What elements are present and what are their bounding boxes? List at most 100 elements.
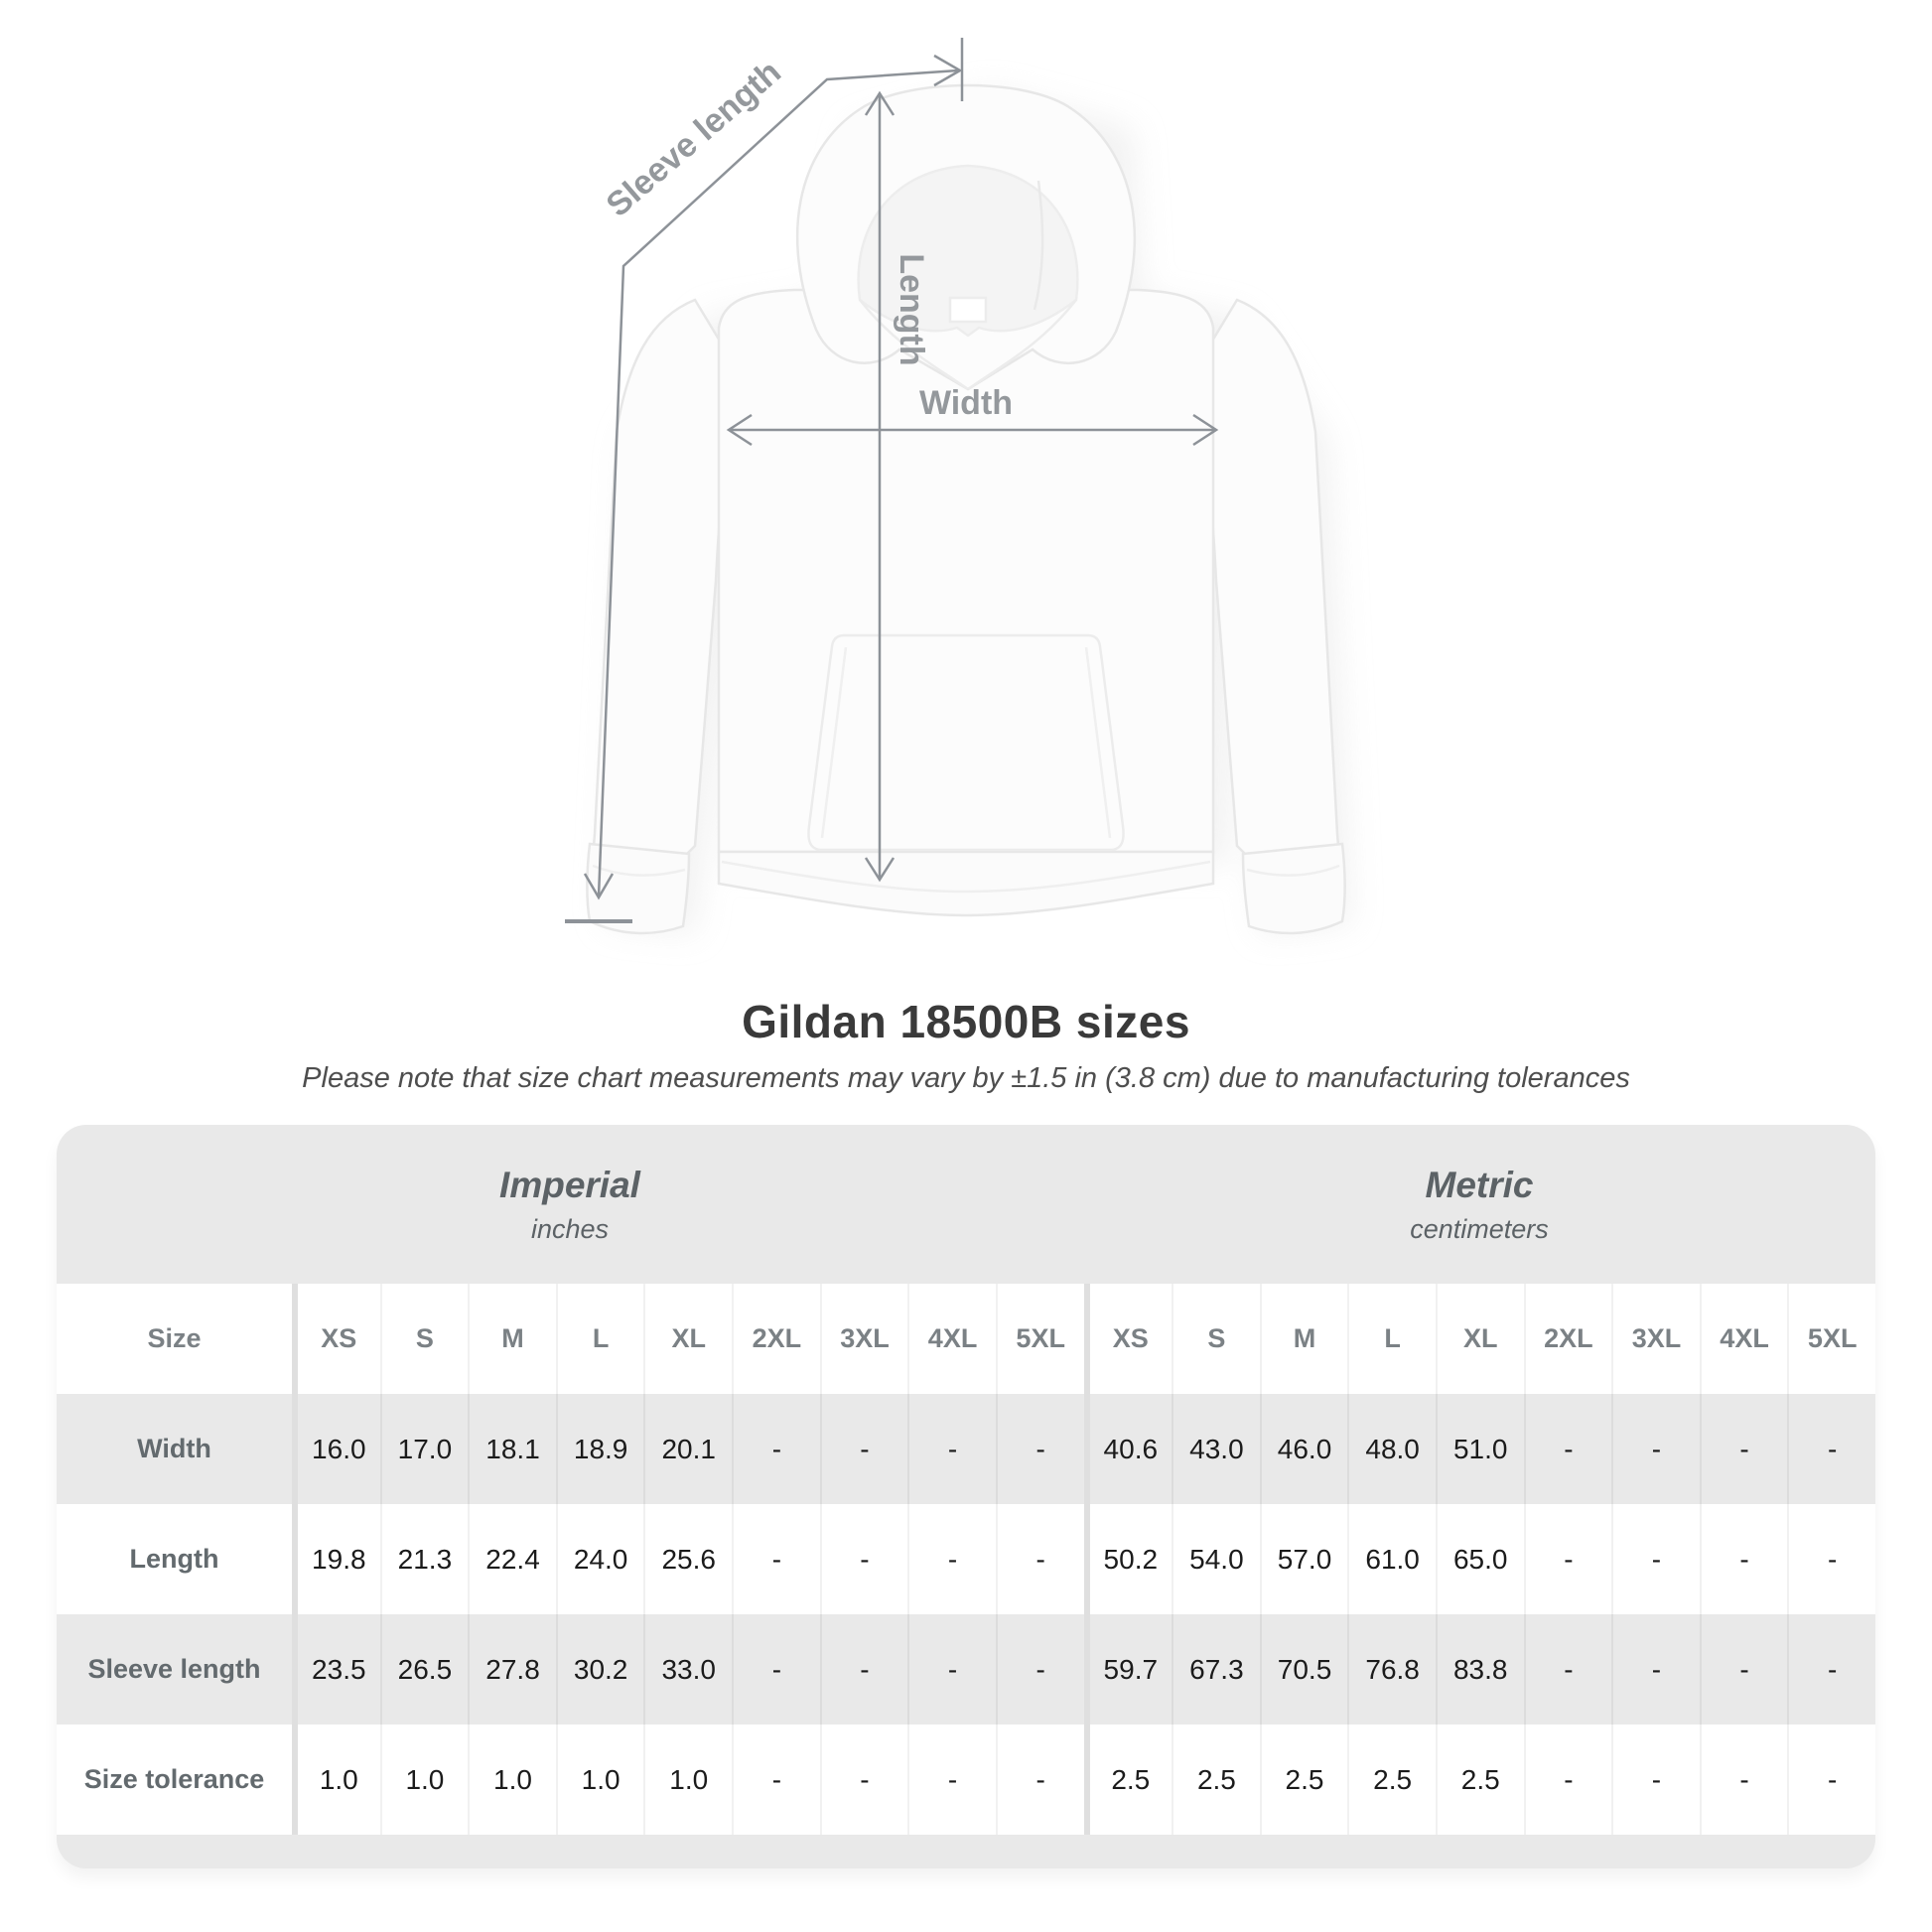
cell-metric-sleeve-length-5xl: - — [1787, 1614, 1875, 1725]
cell-metric-width-4xl: - — [1699, 1394, 1788, 1504]
cell-metric-length-4xl: - — [1699, 1504, 1788, 1614]
size-header-metric-4xl: 4XL — [1699, 1284, 1788, 1394]
hoodie-hood-inner — [857, 164, 1079, 338]
size-header-imperial-2xl: 2XL — [732, 1284, 820, 1394]
hoodie-diagram-svg: Sleeve length Length Width — [565, 38, 1350, 935]
cell-metric-size-tolerance-xs: 2.5 — [1083, 1725, 1173, 1835]
cell-imperial-size-tolerance-2xl: - — [732, 1725, 820, 1835]
cell-metric-size-tolerance-m: 2.5 — [1259, 1725, 1348, 1835]
cell-metric-width-xs: 40.6 — [1083, 1394, 1173, 1504]
cell-metric-sleeve-length-2xl: - — [1523, 1614, 1612, 1725]
length-arrow — [864, 90, 896, 883]
cell-metric-sleeve-length-l: 76.8 — [1347, 1614, 1436, 1725]
cell-imperial-sleeve-length-m: 27.8 — [468, 1614, 556, 1725]
width-label: Width — [919, 384, 1013, 422]
cell-metric-sleeve-length-s: 67.3 — [1172, 1614, 1260, 1725]
unit-group-imperial: Imperial inches — [57, 1125, 1083, 1284]
sleeve-length-arrow — [565, 38, 964, 923]
size-header-imperial-4xl: 4XL — [907, 1284, 996, 1394]
cell-metric-sleeve-length-3xl: - — [1611, 1614, 1700, 1725]
cell-imperial-sleeve-length-2xl: - — [732, 1614, 820, 1725]
size-header-imperial-xl: XL — [643, 1284, 733, 1394]
cell-metric-length-xl: 65.0 — [1435, 1504, 1524, 1614]
row-label-width: Width — [57, 1394, 292, 1504]
cell-imperial-width-5xl: - — [995, 1394, 1084, 1504]
measurement-arrows — [565, 38, 1219, 923]
size-header-metric-s: S — [1172, 1284, 1260, 1394]
size-table-grid: Size XS S M L XL 2XL 3XL 4XL 5XL XS S M L XL 2XL 3XL 4XL 5… — [57, 1284, 1875, 1835]
hoodie-right-cuff — [1241, 842, 1346, 935]
width-arrow — [726, 413, 1219, 447]
size-header-metric-2xl: 2XL — [1523, 1284, 1612, 1394]
cell-metric-width-xl: 51.0 — [1435, 1394, 1524, 1504]
cell-metric-width-2xl: - — [1523, 1394, 1612, 1504]
size-header-imperial-s: S — [379, 1284, 469, 1394]
unit-sub-metric: centimeters — [1410, 1213, 1549, 1244]
cell-metric-size-tolerance-l: 2.5 — [1347, 1725, 1436, 1835]
cell-imperial-length-5xl: - — [995, 1504, 1084, 1614]
cell-metric-sleeve-length-xl: 83.8 — [1435, 1614, 1524, 1725]
cell-imperial-length-m: 22.4 — [468, 1504, 556, 1614]
cell-imperial-sleeve-length-3xl: - — [819, 1614, 908, 1725]
cell-metric-size-tolerance-s: 2.5 — [1172, 1725, 1260, 1835]
unit-group-metric: Metric centimeters — [1083, 1125, 1875, 1284]
cell-metric-size-tolerance-3xl: - — [1611, 1725, 1700, 1835]
hoodie-hem — [717, 850, 1215, 917]
cell-imperial-sleeve-length-l: 30.2 — [555, 1614, 644, 1725]
size-header-imperial-l: L — [555, 1284, 644, 1394]
cell-metric-size-tolerance-2xl: - — [1523, 1725, 1612, 1835]
size-header-metric-l: L — [1347, 1284, 1436, 1394]
cell-imperial-width-l: 18.9 — [555, 1394, 644, 1504]
tolerance-note: Please note that size chart measurements… — [302, 1062, 1630, 1094]
row-label-length: Length — [57, 1504, 292, 1614]
cell-imperial-width-s: 17.0 — [379, 1394, 469, 1504]
cell-metric-width-5xl: - — [1787, 1394, 1875, 1504]
cell-metric-sleeve-length-m: 70.5 — [1259, 1614, 1348, 1725]
row-label-size-tolerance: Size tolerance — [57, 1725, 292, 1835]
cell-imperial-width-m: 18.1 — [468, 1394, 556, 1504]
cell-imperial-length-xl: 25.6 — [643, 1504, 733, 1614]
cell-imperial-size-tolerance-xl: 1.0 — [643, 1725, 733, 1835]
cell-imperial-length-xs: 19.8 — [292, 1504, 380, 1614]
row-label-sleeve-length: Sleeve length — [57, 1614, 292, 1725]
cell-imperial-size-tolerance-s: 1.0 — [379, 1725, 469, 1835]
hoodie-left-sleeve — [592, 298, 736, 856]
cell-imperial-length-s: 21.3 — [379, 1504, 469, 1614]
cell-imperial-width-xl: 20.1 — [643, 1394, 733, 1504]
cell-imperial-sleeve-length-s: 26.5 — [379, 1614, 469, 1725]
cell-imperial-length-2xl: - — [732, 1504, 820, 1614]
size-header-metric-xs: XS — [1083, 1284, 1173, 1394]
size-header-imperial-m: M — [468, 1284, 556, 1394]
cell-imperial-sleeve-length-5xl: - — [995, 1614, 1084, 1725]
sleeve-length-label: Sleeve length — [600, 53, 788, 223]
hoodie-neck-tag — [948, 296, 988, 324]
cell-imperial-size-tolerance-3xl: - — [819, 1725, 908, 1835]
size-header-metric-3xl: 3XL — [1611, 1284, 1700, 1394]
cell-metric-width-l: 48.0 — [1347, 1394, 1436, 1504]
cell-metric-size-tolerance-5xl: - — [1787, 1725, 1875, 1835]
cell-imperial-width-2xl: - — [732, 1394, 820, 1504]
cell-metric-length-xs: 50.2 — [1083, 1504, 1173, 1614]
size-header-metric-5xl: 5XL — [1787, 1284, 1875, 1394]
cell-imperial-size-tolerance-4xl: - — [907, 1725, 996, 1835]
size-table-card: Imperial inches Metric centimeters Size X… — [57, 1125, 1875, 1868]
hoodie-pocket — [807, 633, 1125, 852]
cell-metric-length-2xl: - — [1523, 1504, 1612, 1614]
cell-metric-length-m: 57.0 — [1259, 1504, 1348, 1614]
cell-imperial-size-tolerance-l: 1.0 — [555, 1725, 644, 1835]
unit-sub-imperial: inches — [530, 1213, 610, 1244]
length-label: Length — [893, 253, 930, 365]
cell-metric-length-s: 54.0 — [1172, 1504, 1260, 1614]
cell-metric-size-tolerance-4xl: - — [1699, 1725, 1788, 1835]
size-header-metric-m: M — [1259, 1284, 1348, 1394]
cell-imperial-length-4xl: - — [907, 1504, 996, 1614]
hoodie-illustration — [586, 83, 1346, 935]
cell-imperial-sleeve-length-xs: 23.5 — [292, 1614, 380, 1725]
cell-metric-width-s: 43.0 — [1172, 1394, 1260, 1504]
size-header-imperial-5xl: 5XL — [995, 1284, 1084, 1394]
size-header-imperial-xs: XS — [292, 1284, 380, 1394]
cell-imperial-length-3xl: - — [819, 1504, 908, 1614]
cell-imperial-width-4xl: - — [907, 1394, 996, 1504]
cell-metric-width-m: 46.0 — [1259, 1394, 1348, 1504]
cell-imperial-width-xs: 16.0 — [292, 1394, 380, 1504]
